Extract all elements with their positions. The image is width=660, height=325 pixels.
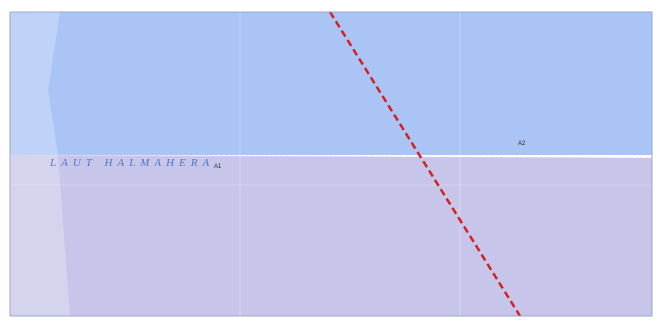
zone-a2-area (10, 12, 652, 155)
zone-boundary (9, 154, 653, 159)
map-frame (9, 11, 653, 317)
zone-label: A2 (518, 141, 526, 147)
route-line (328, 11, 522, 317)
sea-label: LAUT HALMAHERA (49, 157, 214, 169)
frame-border (9, 11, 653, 317)
zone-label: A1 (214, 164, 222, 170)
zone-a1-area (10, 155, 652, 316)
land-strip (10, 12, 70, 316)
